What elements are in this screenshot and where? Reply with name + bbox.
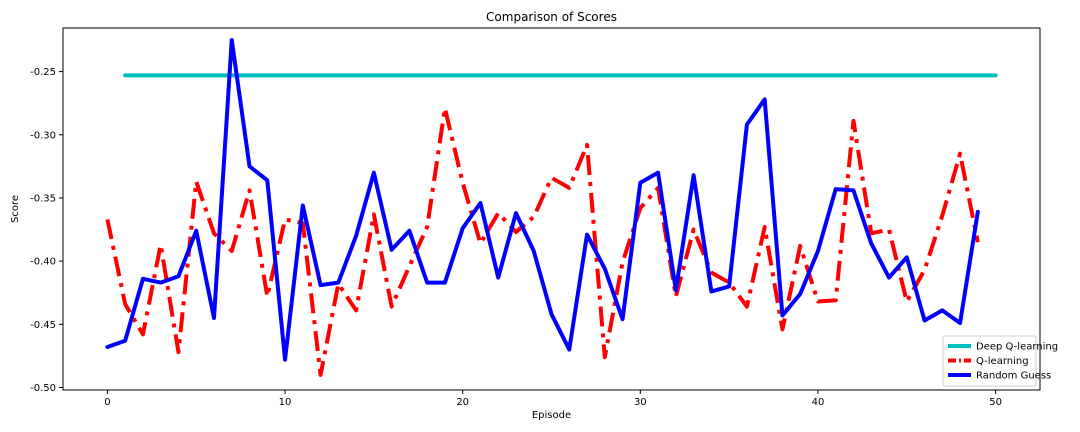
x-tick-label: 30	[634, 397, 647, 408]
legend-label-deep-q-learning: Deep Q-learning	[976, 342, 1058, 353]
x-tick-label: 20	[456, 397, 469, 408]
x-tick-label: 40	[812, 397, 825, 408]
y-tick-label: -0.25	[30, 67, 56, 78]
x-tick-label: 0	[104, 397, 110, 408]
y-tick-label: -0.35	[30, 193, 56, 204]
series-line-q-learning	[105, 106, 980, 377]
series-group	[105, 38, 998, 377]
y-tick-label: -0.50	[30, 383, 56, 394]
x-axis-label: Episode	[532, 410, 571, 421]
plot-frame	[62, 27, 1041, 391]
series-line-random-guess	[105, 38, 980, 362]
legend-label-q-learning: Q-learning	[976, 356, 1029, 367]
y-tick-label: -0.40	[30, 257, 56, 268]
y-axis-label: Score	[10, 195, 21, 223]
x-tick-label: 50	[989, 397, 1002, 408]
chart-title: Comparison of Scores	[486, 10, 617, 24]
legend-label-random-guess: Random Guess	[976, 371, 1051, 382]
x-tick-label: 10	[279, 397, 292, 408]
y-tick-label: -0.30	[30, 130, 56, 141]
legend: Deep Q-learning Q-learning Random Guess	[942, 335, 1058, 387]
y-tick-label: -0.45	[30, 320, 56, 331]
plot-area: 0 10 20 30 40 50 -0.50 -0.45 -0.40 -0.35 -0.30 -0.2…	[30, 27, 1058, 408]
